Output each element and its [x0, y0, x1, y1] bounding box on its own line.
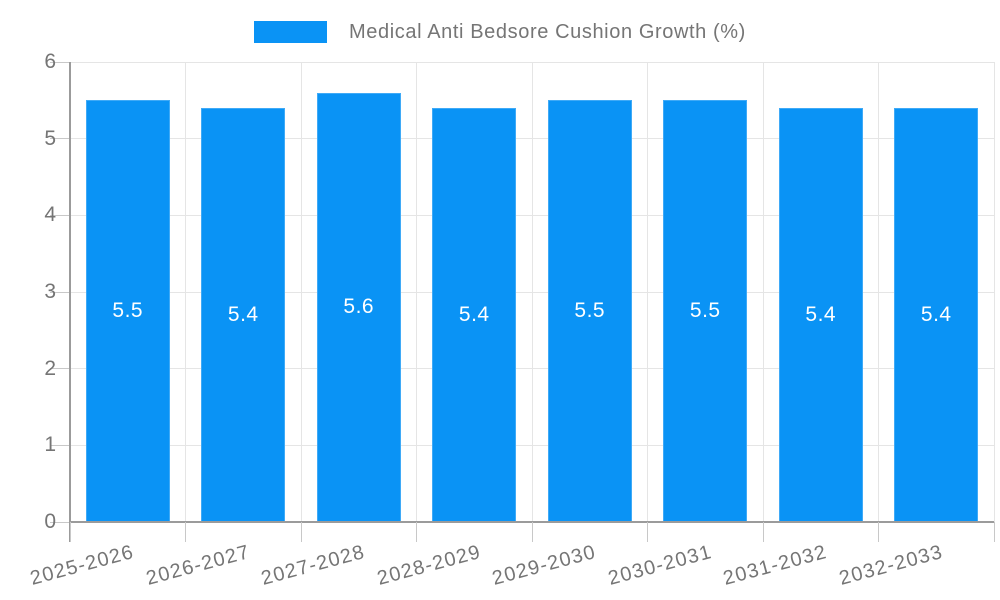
- x-axis-tick: [762, 522, 764, 542]
- bar-value-label: 5.4: [920, 303, 952, 326]
- bar-value-label: 5.6: [343, 295, 375, 319]
- gridline-v: [416, 62, 417, 522]
- gridline-v: [300, 62, 302, 522]
- bar-value-label: 5.4: [805, 303, 837, 326]
- y-axis-tick: [50, 214, 70, 216]
- y-axis-tick: [50, 138, 70, 140]
- x-axis-tick: [69, 522, 71, 542]
- x-axis-tick: [416, 522, 417, 542]
- y-axis-tick: [50, 368, 70, 370]
- bar[interactable]: 5.4: [201, 108, 286, 522]
- bar[interactable]: 5.4: [432, 108, 517, 522]
- bar-value-label: 5.5: [112, 299, 144, 323]
- legend[interactable]: Medical Anti Bedsore Cushion Growth (%): [0, 19, 1000, 45]
- plot-area: 5.5 5.4 5.6 5.4 5.5 5.5 5.4 5.4: [70, 61, 995, 522]
- gridline-v: [647, 62, 648, 522]
- x-tick-label: 2031-2032: [721, 540, 830, 590]
- y-axis-tick: [50, 444, 70, 446]
- y-tick-label: 1: [44, 433, 56, 457]
- x-axis-tick: [993, 522, 995, 542]
- x-tick-label: 2025-2026: [28, 540, 137, 590]
- legend-swatch: [254, 21, 328, 43]
- x-tick-label: 2028-2029: [374, 540, 484, 590]
- y-axis-tick: [50, 521, 70, 523]
- x-tick-label: 2029-2030: [490, 540, 599, 590]
- x-axis-tick: [531, 522, 533, 542]
- x-axis-tick: [878, 522, 879, 542]
- y-tick-label: 3: [44, 280, 56, 303]
- y-axis-tick: [50, 291, 70, 293]
- bar-value-label: 5.4: [458, 303, 490, 326]
- x-tick-label: 2030-2031: [605, 540, 715, 590]
- y-tick-label: 4: [44, 203, 56, 227]
- x-tick-label: 2027-2028: [259, 540, 368, 590]
- legend-label: Medical Anti Bedsore Cushion Growth (%): [349, 21, 746, 43]
- gridline-v: [762, 62, 764, 522]
- gridline-v: [531, 62, 533, 522]
- bar-value-label: 5.4: [227, 303, 259, 326]
- bar[interactable]: 5.5: [547, 100, 632, 522]
- bar[interactable]: 5.5: [663, 100, 748, 522]
- x-tick-label: 2032-2033: [836, 540, 946, 590]
- bar[interactable]: 5.4: [894, 108, 979, 522]
- bar-value-label: 5.5: [574, 299, 606, 323]
- y-tick-label: 5: [44, 126, 56, 150]
- y-axis-tick: [50, 61, 70, 63]
- x-axis-tick: [300, 522, 302, 542]
- x-axis-tick: [185, 522, 186, 542]
- gridline-v: [185, 62, 186, 522]
- bar[interactable]: 5.4: [778, 108, 863, 522]
- y-tick-label: 2: [44, 356, 56, 380]
- y-tick-label: 6: [44, 50, 56, 73]
- bar[interactable]: 5.6: [316, 92, 401, 522]
- y-axis-line: [69, 62, 71, 542]
- bar[interactable]: 5.5: [85, 100, 170, 522]
- gridline-v: [878, 62, 879, 522]
- y-tick-label: 0: [44, 510, 56, 533]
- gridline-v: [993, 62, 995, 522]
- bar-value-label: 5.5: [689, 299, 721, 323]
- x-axis-tick: [647, 522, 648, 542]
- x-tick-label: 2026-2027: [143, 540, 253, 590]
